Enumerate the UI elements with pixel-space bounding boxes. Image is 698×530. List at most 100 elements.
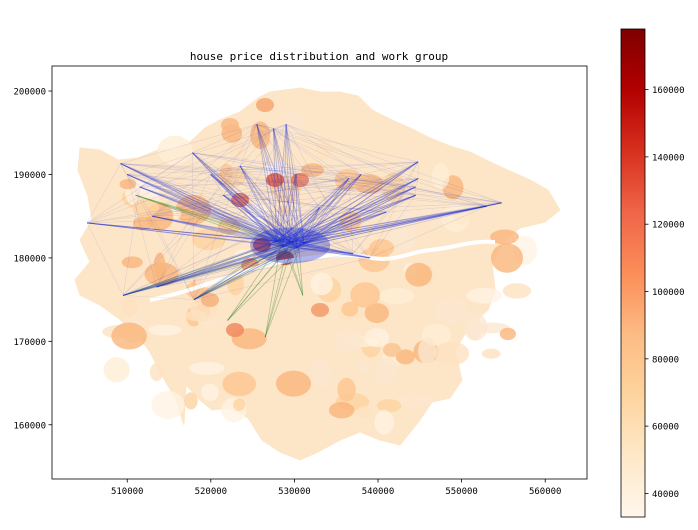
flow-line-blue [192,152,277,242]
flow-line-mesh [210,174,224,196]
flow-line-blue [223,194,298,248]
flow-line-blue [273,128,277,242]
flow-line-mesh [210,174,487,207]
flow-line-blue [289,207,320,243]
high-price-area [291,173,309,187]
flow-line-mesh [192,152,416,188]
borough-patch [355,406,373,419]
flow-line-blue [276,202,502,242]
flow-line-mesh [256,124,274,129]
flow-line-blue [295,174,305,244]
borough-patch [379,288,415,305]
y-axis: 160000 170000 180000 190000 200000 [13,88,52,431]
flow-line-blue [256,124,291,243]
flow-line-blue [223,194,305,244]
borough-patch [418,337,437,365]
flow-line-mesh [192,152,362,175]
borough-patch [111,322,147,350]
flow-line-mesh [369,161,419,259]
flow-line-mesh [152,216,195,300]
flow-line-blue [87,222,277,242]
flow-line-blue [276,240,370,259]
borough-patch [482,348,501,359]
colorbar-tick-label: 160000 [652,86,685,96]
y-tick-label: 190000 [13,171,46,181]
flow-line-blue [303,161,419,244]
flow-hub [250,227,331,264]
y-tick-label: 170000 [13,338,46,348]
flow-line-mesh [120,163,297,175]
flow-line-mesh [192,152,212,175]
flow-line-blue [139,186,291,243]
flow-line-mesh [240,165,416,188]
flow-line-blue [283,205,487,247]
flow-line-mesh [352,253,370,259]
flow-line-green [122,241,294,296]
flow-line-mesh [156,174,212,288]
flow-line-blue [193,242,291,300]
borough-patch [278,112,305,138]
flow-line-blue [210,174,277,242]
flow-line-blue [275,178,350,242]
plot-area [52,66,587,479]
flow-line-mesh [361,174,487,207]
flow-line-mesh [352,211,387,254]
flow-line-blue [297,246,353,255]
flow-line-mesh [123,195,416,296]
flow-line-mesh [352,178,419,254]
flow-line-green [135,194,282,242]
flow-line-blue [210,174,284,247]
flow-line-mesh [223,178,349,196]
flow-line-blue [156,241,291,288]
flow-line-green [193,249,300,300]
flow-line-blue [122,245,284,296]
flow-line-mesh [256,124,487,207]
flow-line-blue [122,240,277,296]
high-price-area [226,323,244,337]
flow-line-blue [275,174,297,242]
flow-line-green [227,249,288,321]
flow-line-mesh [122,186,141,296]
flow-line-mesh [120,163,211,175]
flow-line-mesh [87,178,349,224]
flow-line-blue [295,174,298,248]
borough-patch [151,391,185,419]
flow-line-blue [282,174,362,247]
map-layer [74,87,561,461]
flow-line-blue [275,207,320,242]
flow-line-blue [304,211,387,244]
flow-line-mesh [120,163,502,204]
flow-line-mesh [256,124,320,208]
flow-line-blue [290,241,353,255]
flow-line-blue [276,186,416,242]
flow-line-blue [120,163,305,244]
borough-patch [382,172,405,203]
borough-patch [315,138,333,161]
flow-line-blue [87,222,298,248]
flow-line-green [264,249,300,338]
flow-line-blue [304,242,353,255]
flow-line-blue [283,211,387,247]
flow-line-blue [210,174,298,248]
borough-patch [341,301,359,317]
borough-patch [276,370,311,397]
borough-patch [175,194,212,225]
y-tick-label: 160000 [13,421,46,431]
flow-line-blue [276,211,387,242]
flow-line-mesh [152,202,502,217]
flow-line-mesh [319,207,387,213]
borough-patch [374,410,394,435]
flow-line-mesh [139,178,349,188]
flow-line-blue [290,205,487,243]
flow-line-blue [283,245,370,259]
borough-patch [120,295,138,318]
flow-line-mesh [127,161,419,175]
flow-line-mesh [194,257,370,300]
flow-line-green [135,194,294,242]
x-axis: 510000 520000 530000 540000 550000 560000 [111,479,561,497]
flow-line-mesh [296,161,419,175]
flow-line-mesh [193,211,387,300]
flow-line-blue [192,152,284,247]
flow-line-mesh [240,165,362,175]
flow-line-mesh [156,174,362,288]
